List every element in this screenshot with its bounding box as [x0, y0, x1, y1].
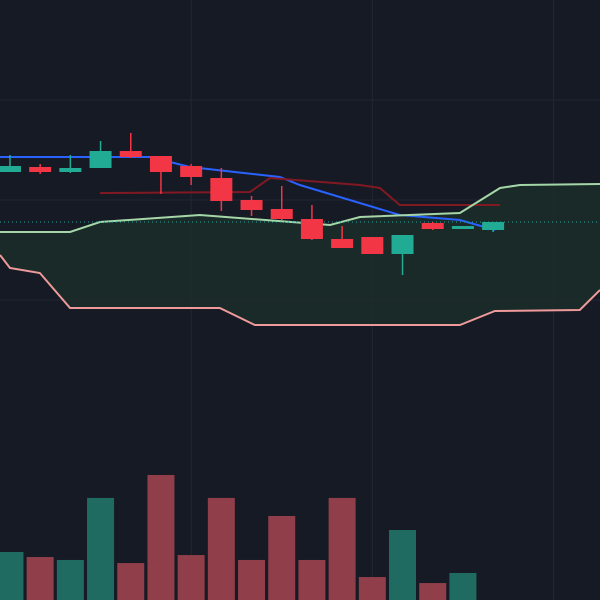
- volume-bar: [177, 555, 205, 600]
- candle-body: [0, 166, 21, 172]
- volume-bar: [87, 497, 115, 600]
- candle-body: [149, 156, 172, 172]
- volume-bar: [449, 572, 477, 600]
- volume-bar: [328, 497, 356, 600]
- candle-body: [270, 209, 293, 219]
- candle-body: [451, 226, 474, 229]
- volume-bar: [147, 474, 175, 600]
- candle-body: [89, 151, 112, 168]
- volume-bar: [117, 563, 145, 600]
- volume-bar: [56, 559, 84, 600]
- volume-bar: [298, 559, 326, 600]
- volume-bar: [358, 577, 386, 600]
- candle-body: [331, 239, 354, 248]
- volume-bar: [26, 557, 54, 600]
- indicator-line: [0, 254, 600, 326]
- volume-bar: [389, 530, 417, 600]
- candle-body: [180, 166, 203, 177]
- candle-body: [119, 151, 142, 157]
- volume-bar: [268, 516, 296, 600]
- candle-body: [361, 237, 384, 254]
- candle-body: [421, 223, 444, 229]
- candle-body: [391, 235, 414, 254]
- volume-bar: [207, 497, 235, 600]
- candle-body: [210, 178, 233, 201]
- volume-bar: [238, 559, 266, 600]
- candle-body: [59, 168, 82, 172]
- candle-body: [300, 219, 323, 239]
- volume-bar: [0, 551, 24, 600]
- candle-body: [240, 200, 263, 210]
- indicator-line: [0, 183, 600, 233]
- candle-body: [29, 167, 52, 172]
- volume-bar: [419, 583, 447, 600]
- indicator-line: [99, 176, 501, 206]
- candle-body: [482, 222, 505, 230]
